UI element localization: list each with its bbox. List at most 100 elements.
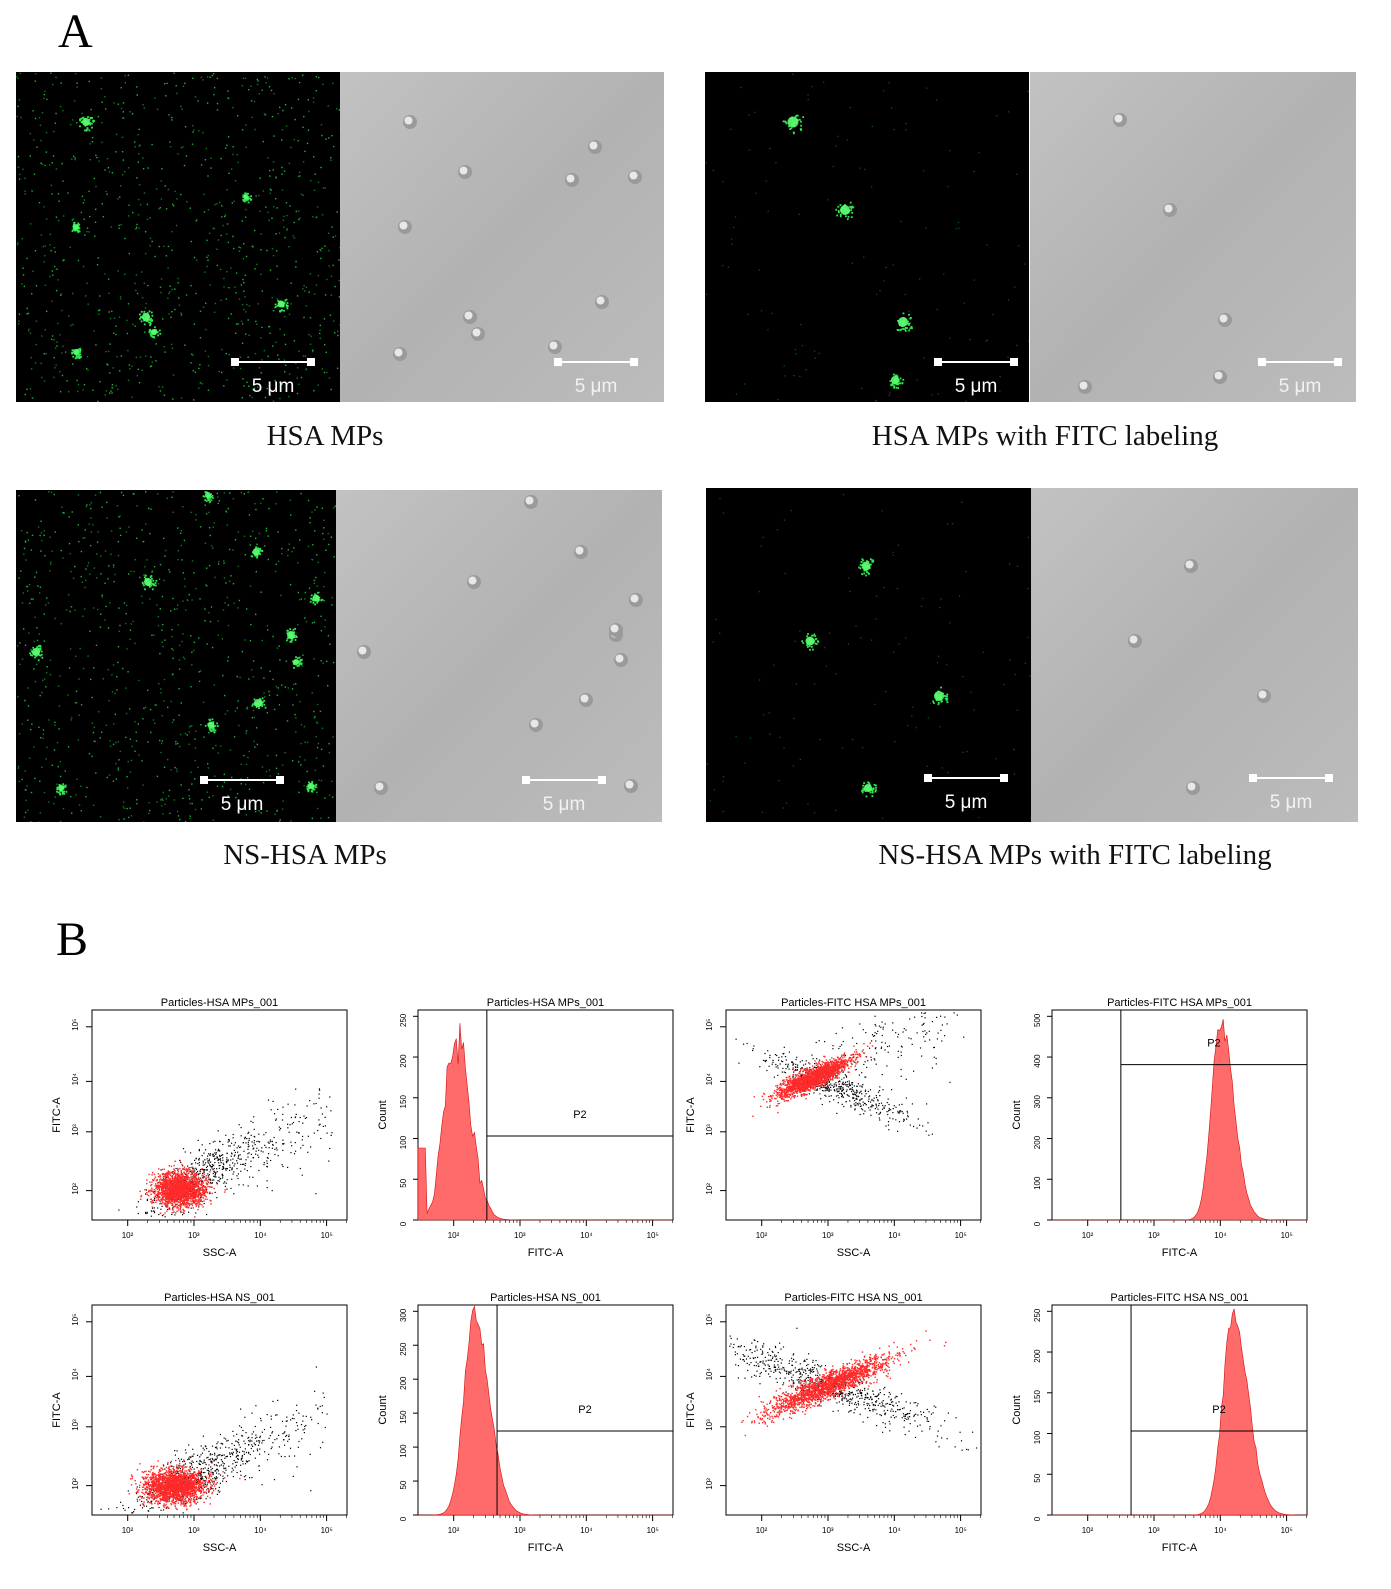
scatter-plot-3: Particles-FITC HSA MPs_001 SSC-A FITC-A 10²… bbox=[685, 997, 982, 1259]
x-axis-label: FITC-A bbox=[528, 1542, 564, 1554]
y-tick-label: 150 bbox=[399, 1095, 408, 1109]
x-tick-label: 10⁵ bbox=[321, 1231, 333, 1240]
x-tick-label: 10⁴ bbox=[888, 1526, 901, 1535]
x-tick-label: 10⁵ bbox=[647, 1526, 659, 1535]
scatter-points bbox=[735, 1012, 965, 1136]
y-axis-label: FITC-A bbox=[51, 1392, 63, 1428]
x-tick-label: 10² bbox=[1082, 1526, 1094, 1535]
panel-letter-a: A bbox=[58, 5, 93, 58]
fluorescence-image-5: 5 μm bbox=[16, 490, 336, 822]
y-tick-label: 300 bbox=[399, 1308, 408, 1322]
scatter-plot-7: Particles-FITC HSA NS_001 SSC-A FITC-A 10² 1… bbox=[685, 1292, 982, 1554]
fluorescence-image-1: 5 μm bbox=[16, 72, 340, 402]
x-tick-label: 10⁴ bbox=[1214, 1231, 1227, 1240]
gate-label-p2: P2 bbox=[1212, 1404, 1225, 1416]
y-tick-label: 0 bbox=[399, 1221, 408, 1226]
x-tick-label: 10³ bbox=[822, 1231, 834, 1240]
y-tick-label: 150 bbox=[1033, 1390, 1042, 1404]
x-tick-label: 10² bbox=[122, 1526, 134, 1535]
y-tick-label: 150 bbox=[399, 1410, 408, 1424]
caption-ns-hsa-mps-fitc: NS-HSA MPs with FITC labeling bbox=[878, 839, 1272, 871]
y-tick-label: 0 bbox=[399, 1516, 408, 1521]
y-axis-label: FITC-A bbox=[51, 1097, 63, 1133]
y-tick-label: 200 bbox=[399, 1376, 408, 1390]
scatter-points bbox=[100, 1366, 328, 1514]
y-tick-label: 400 bbox=[1033, 1054, 1042, 1068]
scale-bar-label: 5 μm bbox=[945, 792, 988, 813]
scale-bar-label: 5 μm bbox=[955, 376, 998, 397]
y-tick-label: 10³ bbox=[705, 1419, 714, 1431]
scale-bar-label: 5 μm bbox=[575, 376, 618, 397]
y-tick-label: 200 bbox=[1033, 1349, 1042, 1363]
x-tick-label: 10³ bbox=[822, 1526, 834, 1535]
plot-title: Particles-FITC HSA MPs_001 bbox=[1107, 997, 1252, 1009]
y-tick-label: 10⁴ bbox=[705, 1368, 714, 1381]
x-tick-label: 10⁴ bbox=[254, 1526, 267, 1535]
gate-label-p2: P2 bbox=[573, 1109, 586, 1121]
scale-bar-label: 5 μm bbox=[252, 376, 295, 397]
histogram-plot-4: Particles-FITC HSA MPs_001 FITC-A Count 10²… bbox=[1011, 997, 1308, 1259]
y-axis-label: Count bbox=[377, 1100, 389, 1129]
y-tick-label: 10⁴ bbox=[705, 1073, 714, 1086]
y-tick-label: 10⁵ bbox=[705, 1314, 714, 1326]
scatter-points bbox=[729, 1327, 978, 1451]
y-tick-label: 0 bbox=[1033, 1516, 1042, 1521]
x-axis-label: SSC-A bbox=[203, 1247, 237, 1259]
brightfield-image-4: 5 μm bbox=[1030, 72, 1356, 402]
x-tick-label: 10⁵ bbox=[647, 1231, 659, 1240]
fluorescence-image-3: 5 μm bbox=[705, 72, 1029, 402]
y-tick-label: 100 bbox=[399, 1444, 408, 1458]
x-tick-label: 10³ bbox=[514, 1231, 526, 1240]
x-tick-label: 10⁵ bbox=[1281, 1231, 1293, 1240]
y-tick-label: 10³ bbox=[71, 1124, 80, 1136]
y-tick-label: 250 bbox=[399, 1013, 408, 1027]
histogram-distribution bbox=[1052, 1308, 1307, 1516]
y-axis-label: FITC-A bbox=[685, 1097, 697, 1133]
x-tick-label: 10⁵ bbox=[321, 1526, 333, 1535]
x-tick-label: 10³ bbox=[188, 1526, 200, 1535]
scale-bar-label: 5 μm bbox=[221, 794, 264, 815]
x-axis-label: FITC-A bbox=[528, 1247, 564, 1259]
plot-title: Particles-HSA MPs_001 bbox=[487, 997, 604, 1009]
brightfield-image-2: 5 μm bbox=[340, 72, 664, 402]
x-tick-label: 10⁵ bbox=[955, 1231, 967, 1240]
plot-title: Particles-FITC HSA NS_001 bbox=[1110, 1292, 1248, 1304]
fluorescence-image-7: 5 μm bbox=[706, 488, 1031, 822]
y-tick-label: 50 bbox=[399, 1480, 408, 1489]
histogram-distribution bbox=[417, 1023, 673, 1221]
y-tick-label: 300 bbox=[1033, 1095, 1042, 1109]
x-tick-label: 10⁴ bbox=[888, 1231, 901, 1240]
histogram-plot-8: Particles-FITC HSA NS_001 FITC-A Count 10² 1… bbox=[1011, 1292, 1308, 1554]
x-tick-label: 10⁴ bbox=[580, 1231, 593, 1240]
y-tick-label: 10⁵ bbox=[71, 1019, 80, 1031]
x-tick-label: 10² bbox=[756, 1231, 768, 1240]
y-tick-label: 10³ bbox=[71, 1419, 80, 1431]
y-tick-label: 100 bbox=[1033, 1430, 1042, 1444]
y-tick-label: 200 bbox=[399, 1054, 408, 1068]
x-tick-label: 10³ bbox=[514, 1526, 526, 1535]
y-tick-label: 500 bbox=[1033, 1013, 1042, 1027]
x-tick-label: 10² bbox=[448, 1231, 460, 1240]
brightfield-image-6: 5 μm bbox=[336, 490, 662, 822]
scale-bar-label: 5 μm bbox=[1279, 376, 1322, 397]
y-axis-label: Count bbox=[377, 1395, 389, 1424]
y-tick-label: 250 bbox=[399, 1342, 408, 1356]
scatter-plot-1: Particles-HSA MPs_001 SSC-A FITC-A 10² 10³ 10… bbox=[51, 997, 348, 1259]
x-axis-label: SSC-A bbox=[837, 1542, 871, 1554]
y-axis-label: Count bbox=[1011, 1100, 1023, 1129]
plot-title: Particles-HSA NS_001 bbox=[490, 1292, 601, 1304]
y-axis-label: FITC-A bbox=[685, 1392, 697, 1428]
y-tick-label: 10³ bbox=[705, 1124, 714, 1136]
y-tick-label: 10⁴ bbox=[71, 1073, 80, 1086]
y-tick-label: 10² bbox=[71, 1478, 80, 1490]
x-tick-label: 10⁵ bbox=[955, 1526, 967, 1535]
histogram-plot-2: Particles-HSA MPs_001 FITC-A Count 10² 10³ 10… bbox=[377, 997, 674, 1259]
y-axis-label: Count bbox=[1011, 1395, 1023, 1424]
y-tick-label: 200 bbox=[1033, 1135, 1042, 1149]
gate-label-p2: P2 bbox=[1207, 1038, 1220, 1050]
histogram-plot-6: Particles-HSA NS_001 FITC-A Count 10² 10³ 10⁴… bbox=[377, 1292, 674, 1554]
x-tick-label: 10³ bbox=[188, 1231, 200, 1240]
x-tick-label: 10⁴ bbox=[254, 1231, 267, 1240]
histogram-distribution bbox=[1052, 1019, 1307, 1221]
x-tick-label: 10² bbox=[756, 1526, 768, 1535]
